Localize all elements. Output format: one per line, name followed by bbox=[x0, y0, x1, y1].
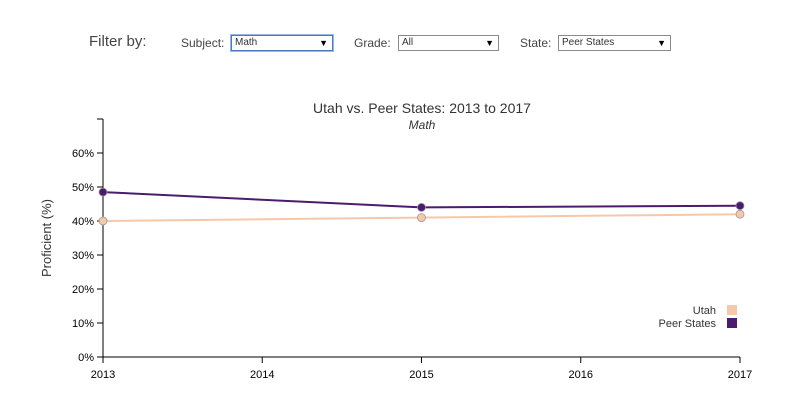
y-axis-title: Proficient (%) bbox=[39, 199, 54, 277]
filter-title: Filter by: bbox=[89, 33, 147, 50]
utah-point bbox=[735, 209, 745, 219]
x-tick-label: 2014 bbox=[250, 369, 274, 381]
grade-select[interactable]: All ▼ bbox=[398, 35, 499, 51]
chart-title: Utah vs. Peer States: 2013 to 2017 bbox=[313, 100, 531, 116]
y-tick-label: 40% bbox=[72, 216, 94, 228]
state-select[interactable]: Peer States ▼ bbox=[558, 35, 671, 51]
chart-axes: 0% 10% 20% 30% 40% 50% 60% 2013 2014 2015 2016 2017 bbox=[72, 118, 752, 381]
legend-swatch-peer-states bbox=[727, 318, 737, 328]
peer-states-point bbox=[735, 201, 745, 211]
utah-point bbox=[417, 213, 426, 223]
state-select-value: Peer States bbox=[562, 37, 615, 48]
grade-label: Grade: bbox=[354, 36, 391, 50]
legend-swatch-utah bbox=[727, 305, 737, 315]
state-label: State: bbox=[520, 36, 552, 50]
chart-subtitle: Math bbox=[409, 118, 436, 132]
legend-label-utah: Utah bbox=[693, 305, 716, 317]
peer-states-point bbox=[98, 187, 108, 197]
y-tick-label: 0% bbox=[78, 352, 94, 364]
subject-select-value: Math bbox=[235, 37, 258, 48]
x-tick-label: 2016 bbox=[569, 369, 593, 381]
y-tick-label: 10% bbox=[72, 318, 94, 330]
legend-label-peer-states: Peer States bbox=[659, 318, 717, 330]
y-tick-label: 30% bbox=[72, 250, 94, 262]
peer-states-point bbox=[417, 202, 426, 212]
x-tick-label: 2017 bbox=[728, 369, 752, 381]
y-tick-label: 60% bbox=[72, 148, 94, 160]
chevron-down-icon: ▼ bbox=[485, 38, 494, 48]
chevron-down-icon: ▼ bbox=[657, 38, 666, 48]
utah-point bbox=[98, 216, 108, 226]
y-tick-label: 50% bbox=[72, 182, 94, 194]
y-tick-label: 20% bbox=[72, 284, 94, 296]
subject-select[interactable]: Math ▼ bbox=[231, 35, 333, 51]
x-tick-label: 2015 bbox=[409, 369, 433, 381]
filter-bar: Filter by: Subject: Math ▼ Grade: All ▼ … bbox=[0, 0, 796, 60]
grade-select-value: All bbox=[402, 37, 414, 48]
chevron-down-icon: ▼ bbox=[319, 38, 328, 48]
subject-label: Subject: bbox=[181, 36, 225, 50]
chart-series bbox=[98, 187, 745, 226]
x-tick-label: 2013 bbox=[91, 369, 115, 381]
